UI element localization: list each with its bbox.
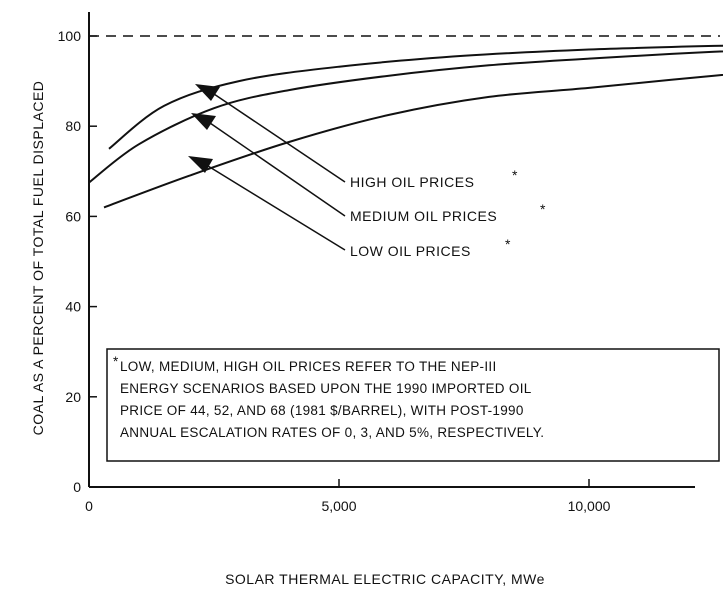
x-tick-label: 0: [85, 498, 93, 514]
x-axis-title: SOLAR THERMAL ELECTRIC CAPACITY, MWe: [225, 571, 545, 587]
annotation-label-low: LOW OIL PRICES: [350, 243, 471, 259]
annotation-high: HIGH OIL PRICES *: [350, 167, 518, 190]
y-tick-label: 80: [65, 118, 81, 134]
y-tick-label: 0: [73, 479, 81, 495]
axes-group: [88, 12, 695, 488]
series-line-high: [108, 44, 723, 150]
annotation-low: LOW OIL PRICES *: [350, 236, 511, 259]
annotation-asterisk-high: *: [512, 167, 518, 183]
y-tick-label: 40: [65, 299, 81, 315]
series-line-low: [103, 73, 723, 209]
series-line-medium: [88, 50, 723, 184]
annotation-label-high: HIGH OIL PRICES: [350, 174, 474, 190]
arrow-low: [207, 165, 346, 251]
footnote-line-2: ENERGY SCENARIOS BASED UPON THE 1990 IMP…: [120, 381, 532, 396]
footnote-line-1: LOW, MEDIUM, HIGH OIL PRICES REFER TO TH…: [120, 359, 497, 374]
footnote-asterisk: *: [113, 354, 119, 369]
footnote-frame: [106, 348, 720, 462]
y-axis-title: COAL AS A PERCENT OF TOTAL FUEL DISPLACE…: [30, 81, 46, 436]
arrow-head-medium: [191, 113, 216, 130]
arrow-high: [213, 93, 346, 183]
footnote-line-4: ANNUAL ESCALATION RATES OF 0, 3, AND 5%,…: [120, 425, 544, 440]
series-group: [88, 44, 723, 209]
footnote-line-3: PRICE OF 44, 52, AND 68 (1981 $/BARREL),…: [120, 403, 524, 418]
annotation-medium: MEDIUM OIL PRICES *: [350, 201, 546, 224]
annotation-asterisk-medium: *: [540, 201, 546, 217]
annotation-label-medium: MEDIUM OIL PRICES: [350, 208, 497, 224]
footnote-box: * LOW, MEDIUM, HIGH OIL PRICES REFER TO …: [106, 348, 720, 462]
y-tick-label: 20: [65, 389, 81, 405]
arrow-head-high: [195, 84, 220, 101]
y-tick-label: 60: [65, 208, 81, 224]
arrow-medium: [209, 122, 346, 217]
x-tick-label: 5,000: [321, 498, 356, 514]
y-tick-label: 100: [58, 28, 82, 44]
x-tick-label: 10,000: [568, 498, 611, 514]
annotation-asterisk-low: *: [505, 236, 511, 252]
arrow-head-low: [188, 156, 213, 173]
